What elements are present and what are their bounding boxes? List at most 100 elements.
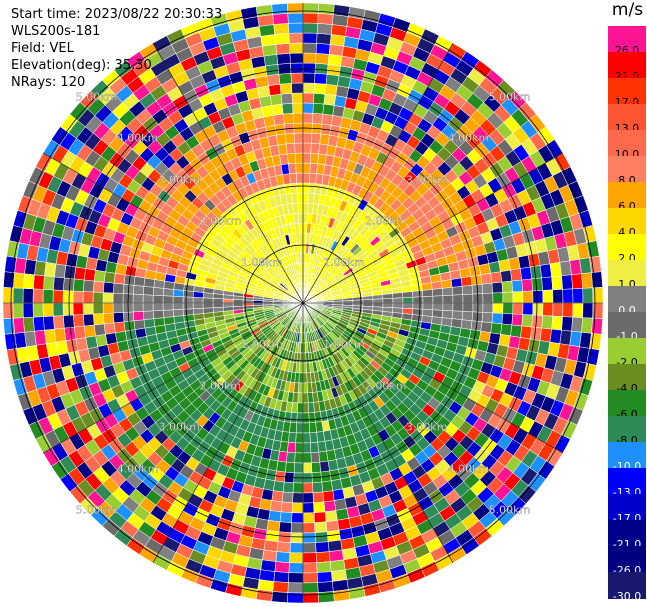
velocity-gate — [307, 402, 315, 414]
velocity-gate — [302, 482, 314, 494]
velocity-gate — [132, 311, 145, 322]
velocity-gate — [314, 531, 329, 543]
velocity-gate — [482, 302, 494, 314]
velocity-gate — [325, 73, 340, 86]
velocity-gate — [542, 302, 554, 317]
velocity-gate — [2, 302, 14, 319]
velocity-gate — [591, 317, 603, 335]
velocity-gate — [302, 22, 318, 34]
velocity-gate — [321, 113, 334, 126]
velocity-gate — [342, 300, 354, 304]
velocity-gate — [273, 571, 290, 583]
velocity-gate — [591, 271, 603, 289]
ppi-plot: 1.00km 1.00km 1.00km 1.00km 2.00km 2.00km 2.00… — [2, 2, 604, 604]
velocity-gate — [289, 42, 304, 54]
velocity-gate — [279, 153, 289, 166]
velocity-gate — [302, 32, 318, 44]
velocity-gate — [302, 402, 310, 414]
velocity-gate — [311, 461, 322, 474]
velocity-gate — [318, 450, 329, 463]
velocity-gate — [323, 93, 337, 106]
velocity-gate — [317, 13, 334, 25]
velocity-gate — [269, 93, 283, 106]
velocity-gate — [266, 520, 281, 533]
velocity-gate — [287, 152, 296, 165]
velocity-gate — [322, 103, 335, 116]
velocity-gate — [309, 162, 318, 174]
velocity-gate — [296, 402, 304, 414]
velocity-gate — [162, 288, 174, 297]
velocity-gate — [272, 581, 289, 593]
velocity-gate — [452, 302, 464, 312]
velocity-gate — [313, 501, 326, 513]
velocity-gate — [451, 286, 464, 296]
velocity-gate — [302, 2, 319, 14]
range-ring-label: 4.00km — [448, 132, 490, 145]
velocity-gate — [302, 392, 309, 404]
range-ring-label: 1.00km — [323, 338, 365, 351]
velocity-gate — [302, 462, 313, 474]
velocity-gate — [392, 292, 404, 299]
velocity-gate — [172, 295, 184, 304]
velocity-gate — [481, 282, 494, 294]
velocity-gate — [552, 289, 564, 304]
velocity-gate — [302, 382, 308, 394]
velocity-gate — [521, 314, 533, 328]
velocity-gate — [133, 319, 146, 330]
velocity-gate — [316, 561, 332, 573]
velocity-gate — [53, 315, 65, 330]
velocity-gate — [103, 271, 116, 284]
velocity-gate — [132, 284, 145, 295]
velocity-gate — [2, 287, 14, 304]
velocity-gate — [324, 83, 338, 96]
velocity-gate — [271, 490, 284, 503]
velocity-gate — [302, 362, 307, 374]
velocity-gate — [302, 332, 306, 344]
velocity-gate — [34, 329, 47, 346]
velocity-gate — [302, 442, 312, 454]
velocity-gate — [302, 562, 318, 574]
velocity-gate — [461, 284, 474, 295]
velocity-gate — [421, 282, 433, 291]
range-ring-label: 5.00km — [489, 91, 531, 104]
velocity-gate — [372, 298, 384, 304]
velocity-gate — [260, 559, 277, 572]
velocity-gate — [162, 309, 174, 318]
velocity-gate — [62, 290, 74, 304]
velocity-gate — [289, 542, 304, 554]
velocity-gate — [279, 83, 293, 95]
velocity-gate — [42, 302, 54, 317]
velocity-gate — [275, 551, 291, 563]
velocity-gate — [295, 172, 304, 184]
velocity-gate — [273, 23, 290, 35]
velocity-gate — [522, 290, 534, 304]
velocity-gate — [192, 302, 204, 310]
velocity-gate — [152, 310, 165, 319]
velocity-gate — [316, 33, 332, 45]
range-ring-label: 5.00km — [76, 503, 118, 516]
velocity-gate — [275, 43, 291, 55]
velocity-gate — [296, 182, 304, 194]
velocity-gate — [202, 297, 214, 304]
velocity-gate — [571, 316, 583, 333]
velocity-gate — [192, 296, 204, 304]
velocity-gate — [582, 302, 594, 319]
velocity-gate — [267, 134, 279, 147]
velocity-gate — [290, 522, 304, 534]
velocity-gate — [539, 327, 552, 343]
velocity-gate — [52, 302, 64, 317]
velocity-gate — [44, 262, 57, 278]
velocity-gate — [272, 13, 289, 25]
velocity-gate — [402, 296, 414, 304]
velocity-gate — [572, 302, 584, 318]
velocity-gate — [263, 54, 279, 67]
velocity-gate — [83, 268, 96, 282]
velocity-gate — [132, 293, 144, 304]
velocity-gate — [512, 302, 524, 315]
velocity-gate — [531, 277, 543, 292]
scan-info: Start time: 2023/08/22 20:30:33 WLS200s-… — [11, 6, 222, 91]
velocity-gate — [262, 44, 278, 57]
velocity-gate — [317, 581, 334, 593]
velocity-gate — [512, 291, 524, 304]
velocity-gate — [440, 279, 453, 289]
